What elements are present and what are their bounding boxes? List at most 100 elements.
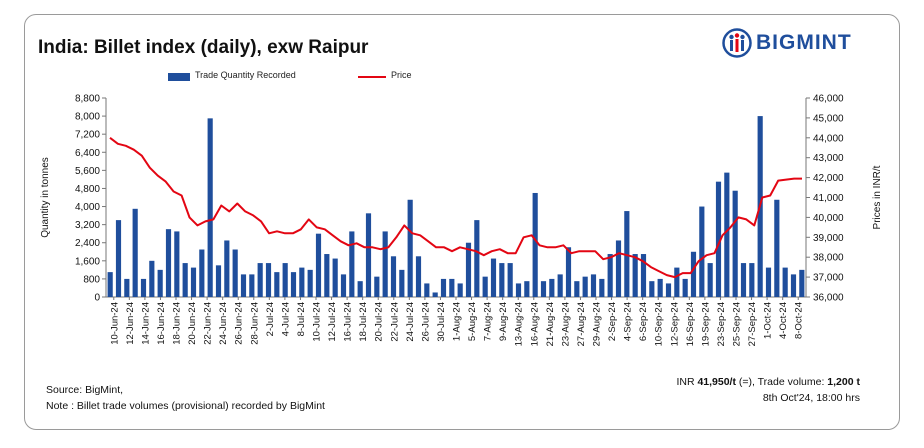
y-tick-label-right: 39,000: [813, 233, 844, 244]
x-tick-label: 10-Jul-24: [312, 302, 323, 342]
quantity-bar: [415, 256, 422, 297]
x-tick-label: 16-Aug-24: [529, 302, 540, 346]
x-tick-label: 16-Jul-24: [343, 302, 354, 342]
price-value: 41,950/t: [697, 376, 736, 388]
chart-frame: [24, 14, 900, 430]
y-tick-label-left: 3,200: [75, 220, 100, 231]
quantity-bar: [465, 242, 472, 297]
x-tick-label: 27-Sep-24: [747, 302, 758, 346]
quantity-bar: [715, 181, 722, 297]
brand-name: BIGMINT: [756, 31, 852, 54]
quantity-bar: [174, 231, 180, 297]
x-tick-label: 23-Sep-24: [716, 302, 727, 346]
x-tick-label: 25-Sep-24: [732, 302, 743, 346]
x-tick-label: 4-Oct-24: [778, 302, 789, 339]
y-tick-label-left: 2,400: [75, 238, 100, 249]
x-tick-label: 8-Oct-24: [794, 302, 805, 339]
y-tick-label-right: 41,000: [813, 193, 844, 204]
quantity-bar: [274, 272, 280, 297]
quantity-bar: [707, 263, 713, 297]
quantity-bar: [132, 208, 138, 297]
bigmint-logo-icon: [722, 28, 752, 58]
y-tick-label-left: 0: [94, 293, 100, 304]
x-tick-label: 2-Sep-24: [607, 302, 618, 341]
quantity-bar: [265, 263, 272, 297]
quantity-bar: [657, 278, 663, 297]
x-tick-label: 8-Jul-24: [296, 302, 307, 336]
quantity-bar: [590, 274, 597, 297]
quantity-bar: [624, 211, 630, 297]
x-tick-label: 22-Jul-24: [389, 302, 400, 342]
quantity-bar: [157, 269, 163, 297]
quantity-bar: [424, 283, 430, 297]
legend-bar-swatch: [168, 73, 190, 81]
y-tick-label-right: 42,000: [813, 173, 844, 184]
timestamp: 8th Oct'24, 18:00 hrs: [762, 392, 860, 404]
quantity-bar: [232, 249, 238, 297]
quantity-bar: [665, 283, 672, 297]
quantity-bar: [357, 281, 363, 297]
quantity-bar: [782, 267, 788, 297]
quantity-bar: [165, 229, 172, 297]
y-tick-label-right: 45,000: [813, 113, 844, 124]
x-tick-label: 12-Jun-24: [125, 302, 136, 345]
quantity-bar: [199, 249, 205, 297]
quantity-bar: [799, 269, 805, 297]
quantity-bar: [315, 233, 322, 297]
x-tick-label: 29-Aug-24: [592, 302, 603, 346]
y-tick-label-right: 37,000: [813, 273, 844, 284]
x-tick-label: 18-Jun-24: [172, 302, 183, 345]
x-tick-label: 28-Jun-24: [249, 302, 260, 345]
quantity-bar: [482, 276, 488, 297]
y-tick-label-left: 5,600: [75, 166, 100, 177]
y-tick-label-left: 4,800: [75, 184, 100, 195]
quantity-bar: [349, 231, 355, 297]
y-tick-label-left: 7,200: [75, 130, 100, 141]
y-tick-label-left: 800: [83, 274, 100, 285]
quantity-bar: [399, 269, 405, 297]
quantity-bar: [490, 258, 497, 297]
quantity-bar: [107, 272, 113, 297]
quantity-bar: [390, 256, 397, 297]
y-tick-label-right: 46,000: [813, 94, 844, 105]
x-tick-label: 10-Jun-24: [109, 302, 120, 345]
x-tick-label: 24-Jun-24: [218, 302, 229, 345]
quantity-bar: [299, 267, 305, 297]
quantity-bar: [557, 274, 563, 297]
y-tick-label-left: 1,600: [75, 256, 100, 267]
chart-title: India: Billet index (daily), exw Raipur: [38, 37, 369, 58]
quantity-bar: [615, 240, 622, 297]
quantity-bar: [382, 231, 388, 297]
quantity-bar: [282, 263, 288, 297]
legend-line-swatch: [358, 76, 386, 78]
quantity-bar: [307, 269, 313, 297]
quantity-bar: [374, 276, 380, 297]
quantity-bar: [607, 254, 613, 297]
quantity-bar: [582, 276, 588, 297]
x-tick-label: 20-Jun-24: [187, 302, 198, 345]
y-tick-label-left: 8,000: [75, 112, 100, 123]
quantity-bar: [732, 190, 738, 297]
x-tick-label: 27-Aug-24: [576, 302, 587, 346]
y-axis-label-left: Quantity in tonnes: [40, 157, 51, 238]
quantity-bar: [332, 258, 338, 297]
quantity-bar: [290, 272, 297, 297]
quantity-bar: [565, 247, 572, 297]
quantity-bar: [440, 278, 447, 297]
quantity-bar: [549, 278, 555, 297]
quantity-bar: [599, 278, 605, 297]
y-tick-label-right: 36,000: [813, 293, 844, 304]
x-tick-label: 26-Jun-24: [234, 302, 245, 345]
x-tick-label: 30-Jul-24: [436, 302, 447, 342]
quantity-bar: [574, 281, 580, 297]
price-prefix: INR: [676, 376, 698, 388]
x-tick-label: 12-Sep-24: [669, 302, 680, 346]
quantity-bar: [690, 251, 697, 297]
x-tick-label: 16-Jun-24: [156, 302, 167, 345]
x-tick-label: 12-Jul-24: [327, 302, 338, 342]
x-tick-label: 10-Sep-24: [654, 302, 665, 346]
quantity-bar: [149, 260, 155, 297]
quantity-bar: [124, 278, 130, 297]
x-tick-label: 14-Jun-24: [140, 302, 151, 345]
